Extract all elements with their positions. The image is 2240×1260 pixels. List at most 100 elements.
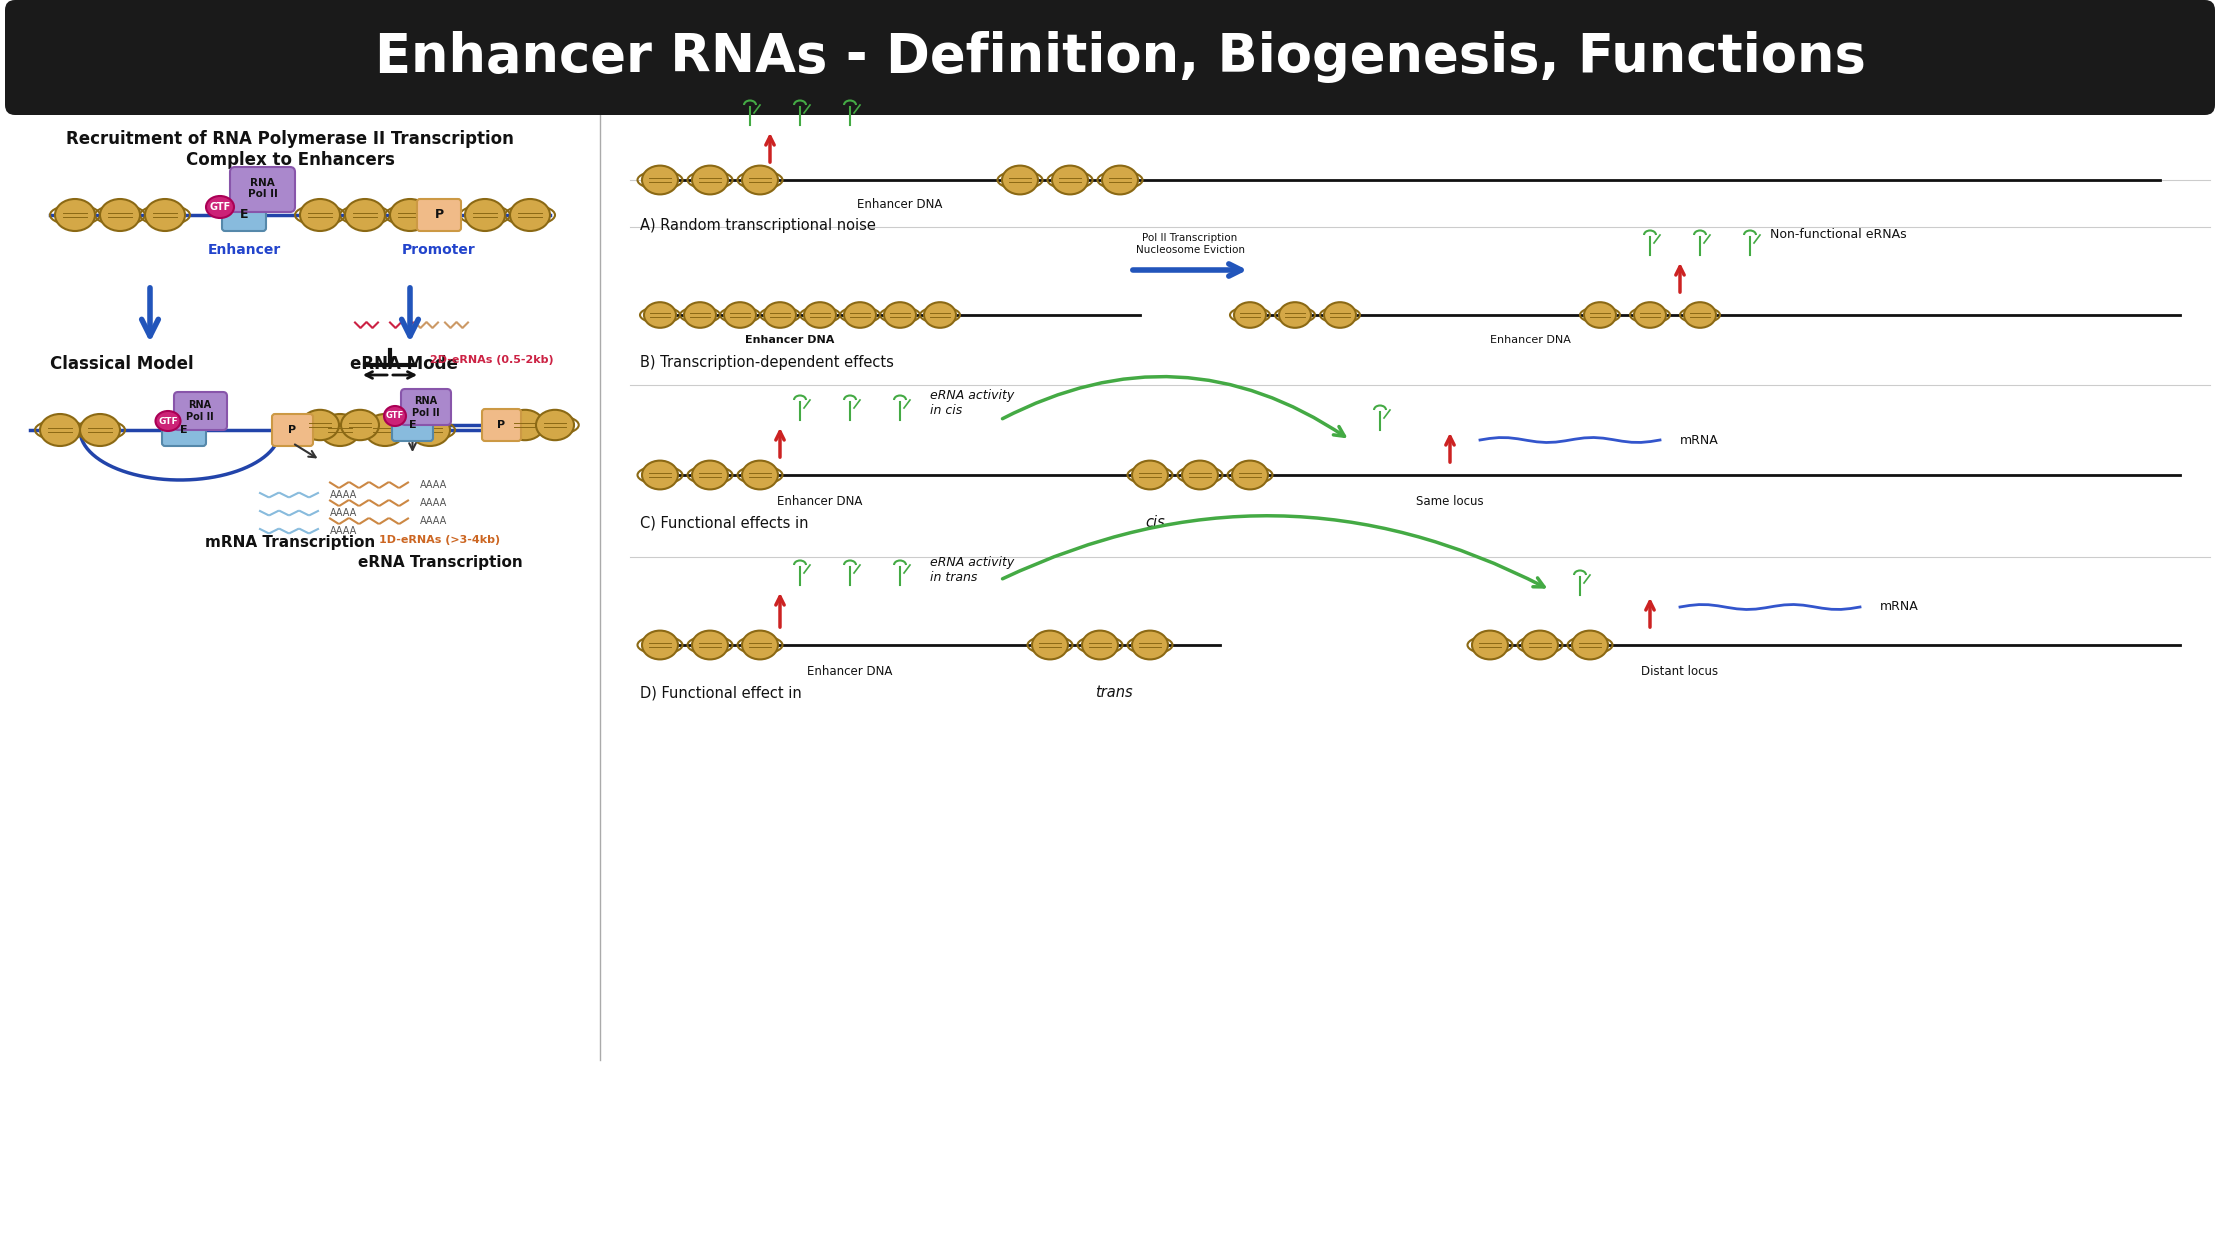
Ellipse shape <box>506 410 544 440</box>
Text: Promoter: Promoter <box>403 243 475 257</box>
Text: Non-functional eRNAs: Non-functional eRNAs <box>1770 228 1906 242</box>
Ellipse shape <box>1232 461 1268 489</box>
Text: cis: cis <box>1145 515 1165 530</box>
Text: GTF: GTF <box>159 417 177 426</box>
Text: AAAA: AAAA <box>421 517 448 525</box>
Ellipse shape <box>1001 165 1037 194</box>
Text: AAAA: AAAA <box>421 498 448 508</box>
Text: P: P <box>497 420 504 430</box>
Text: trans: trans <box>1095 685 1133 701</box>
FancyBboxPatch shape <box>222 199 267 231</box>
Text: A) Random transcriptional noise: A) Random transcriptional noise <box>641 218 876 233</box>
Text: Enhancer DNA: Enhancer DNA <box>1490 335 1570 345</box>
Ellipse shape <box>1082 630 1118 659</box>
Ellipse shape <box>345 199 385 231</box>
FancyBboxPatch shape <box>392 410 432 441</box>
Text: AAAA: AAAA <box>421 480 448 490</box>
Ellipse shape <box>155 411 181 431</box>
Ellipse shape <box>81 415 121 446</box>
Ellipse shape <box>1584 302 1615 328</box>
Text: C) Functional effects in: C) Functional effects in <box>641 515 813 530</box>
Ellipse shape <box>1131 630 1167 659</box>
Text: Enhancer RNAs - Definition, Biogenesis, Functions: Enhancer RNAs - Definition, Biogenesis, … <box>374 32 1866 83</box>
Ellipse shape <box>692 165 728 194</box>
Text: D) Functional effect in: D) Functional effect in <box>641 685 806 701</box>
Ellipse shape <box>692 630 728 659</box>
Ellipse shape <box>683 302 717 328</box>
Text: AAAA: AAAA <box>329 490 356 500</box>
FancyBboxPatch shape <box>4 0 2215 115</box>
FancyBboxPatch shape <box>175 392 226 430</box>
Ellipse shape <box>923 302 956 328</box>
Ellipse shape <box>320 415 361 446</box>
FancyBboxPatch shape <box>417 199 461 231</box>
Text: P: P <box>435 208 444 222</box>
Ellipse shape <box>410 415 450 446</box>
FancyBboxPatch shape <box>482 410 522 441</box>
Text: E: E <box>179 425 188 435</box>
Ellipse shape <box>692 461 728 489</box>
Text: eRNA activity
in trans: eRNA activity in trans <box>930 556 1015 583</box>
Text: Enhancer DNA: Enhancer DNA <box>806 665 894 678</box>
Ellipse shape <box>1684 302 1716 328</box>
Ellipse shape <box>40 415 81 446</box>
Text: GTF: GTF <box>208 202 231 212</box>
Ellipse shape <box>643 630 679 659</box>
Ellipse shape <box>1521 630 1559 659</box>
Ellipse shape <box>56 199 94 231</box>
Ellipse shape <box>741 165 777 194</box>
Text: eRNA Transcription: eRNA Transcription <box>358 554 522 570</box>
Text: Classical Model: Classical Model <box>49 355 193 373</box>
Text: Enhancer DNA: Enhancer DNA <box>777 495 862 508</box>
Ellipse shape <box>645 302 676 328</box>
Ellipse shape <box>1234 302 1266 328</box>
Ellipse shape <box>535 410 573 440</box>
Ellipse shape <box>1324 302 1355 328</box>
Ellipse shape <box>1033 630 1068 659</box>
Text: 2D-eRNAs (0.5-2kb): 2D-eRNAs (0.5-2kb) <box>430 355 553 365</box>
Ellipse shape <box>390 199 430 231</box>
FancyBboxPatch shape <box>231 168 296 212</box>
Ellipse shape <box>741 630 777 659</box>
FancyBboxPatch shape <box>401 389 450 425</box>
Text: RNA
Pol II: RNA Pol II <box>412 396 439 418</box>
Ellipse shape <box>643 165 679 194</box>
Text: AAAA: AAAA <box>329 525 356 536</box>
Ellipse shape <box>340 410 379 440</box>
Text: RNA
Pol II: RNA Pol II <box>186 401 213 422</box>
Text: Enhancer DNA: Enhancer DNA <box>858 198 943 210</box>
Ellipse shape <box>206 197 233 218</box>
Ellipse shape <box>300 410 338 440</box>
Text: eRNA activity
in cis: eRNA activity in cis <box>930 389 1015 417</box>
Text: Enhancer: Enhancer <box>208 243 280 257</box>
Text: Enhancer DNA: Enhancer DNA <box>746 335 836 345</box>
Ellipse shape <box>1472 630 1508 659</box>
Text: B) Transcription-dependent effects: B) Transcription-dependent effects <box>641 355 894 370</box>
Ellipse shape <box>511 199 551 231</box>
Ellipse shape <box>466 199 504 231</box>
Text: Same locus: Same locus <box>1416 495 1483 508</box>
Ellipse shape <box>146 199 186 231</box>
Ellipse shape <box>844 302 876 328</box>
Ellipse shape <box>724 302 755 328</box>
Ellipse shape <box>101 199 139 231</box>
Ellipse shape <box>885 302 916 328</box>
Ellipse shape <box>365 415 405 446</box>
Text: E: E <box>240 208 249 222</box>
Ellipse shape <box>383 406 405 426</box>
Ellipse shape <box>764 302 795 328</box>
Ellipse shape <box>1053 165 1089 194</box>
Ellipse shape <box>1183 461 1219 489</box>
Ellipse shape <box>1572 630 1608 659</box>
Ellipse shape <box>804 302 836 328</box>
Text: Distant locus: Distant locus <box>1642 665 1718 678</box>
Ellipse shape <box>1279 302 1310 328</box>
Ellipse shape <box>1102 165 1138 194</box>
Ellipse shape <box>300 199 340 231</box>
Text: mRNA: mRNA <box>1680 433 1718 446</box>
Text: Pol II Transcription
Nucleosome Eviction: Pol II Transcription Nucleosome Eviction <box>1136 233 1245 255</box>
Ellipse shape <box>1131 461 1167 489</box>
Ellipse shape <box>1633 302 1667 328</box>
Text: mRNA Transcription: mRNA Transcription <box>204 536 374 551</box>
Ellipse shape <box>741 461 777 489</box>
